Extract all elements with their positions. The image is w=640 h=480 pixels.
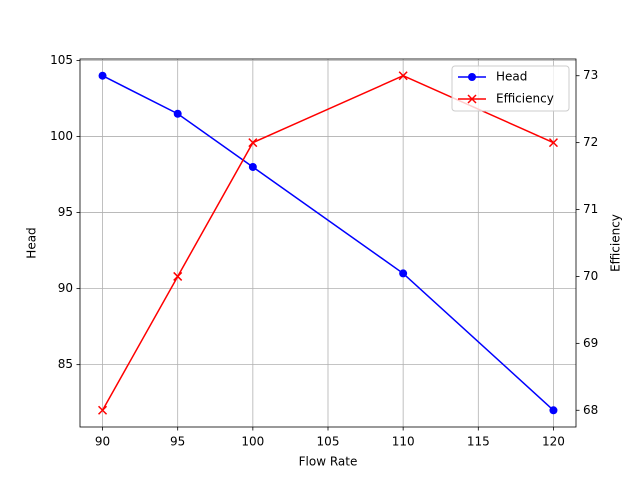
- legend-label: Head: [496, 70, 527, 84]
- y2-axis-label: Efficiency: [609, 214, 623, 272]
- x-tick-label: 115: [467, 435, 490, 449]
- marker: [468, 73, 476, 81]
- y-tick-label: 90: [58, 281, 73, 295]
- y2-tick-label: 68: [583, 403, 598, 417]
- y2-tick-label: 73: [583, 68, 598, 82]
- legend: Head Efficiency: [451, 65, 570, 112]
- y-tick-label: 95: [58, 205, 73, 219]
- x-tick-label: 105: [317, 435, 340, 449]
- marker: [173, 109, 182, 118]
- y2-tick-label: 70: [583, 269, 598, 283]
- marker: [248, 138, 258, 148]
- marker: [98, 71, 107, 80]
- marker: [467, 94, 477, 104]
- x-tick-label: 100: [241, 435, 264, 449]
- y2-tick-label: 69: [583, 336, 598, 350]
- x-axis-label: Flow Rate: [299, 455, 358, 469]
- legend-label: Efficiency: [496, 92, 554, 106]
- y-tick-label: 100: [50, 129, 73, 143]
- y-axis-label: Head: [25, 227, 39, 258]
- marker: [248, 162, 257, 171]
- marker: [548, 138, 558, 148]
- marker: [399, 269, 408, 278]
- x-tick-label: 90: [95, 435, 110, 449]
- y-tick-label: 85: [58, 357, 73, 371]
- marker: [98, 405, 108, 415]
- x-tick-label: 110: [392, 435, 415, 449]
- marker: [549, 406, 558, 415]
- marker: [173, 271, 183, 281]
- x-tick-label: 95: [170, 435, 185, 449]
- y-tick-label: 105: [50, 53, 73, 67]
- plot-frame: [79, 58, 577, 428]
- marker: [398, 71, 408, 81]
- y2-tick-label: 72: [583, 135, 598, 149]
- x-tick-label: 120: [542, 435, 565, 449]
- y2-tick-label: 71: [583, 202, 598, 216]
